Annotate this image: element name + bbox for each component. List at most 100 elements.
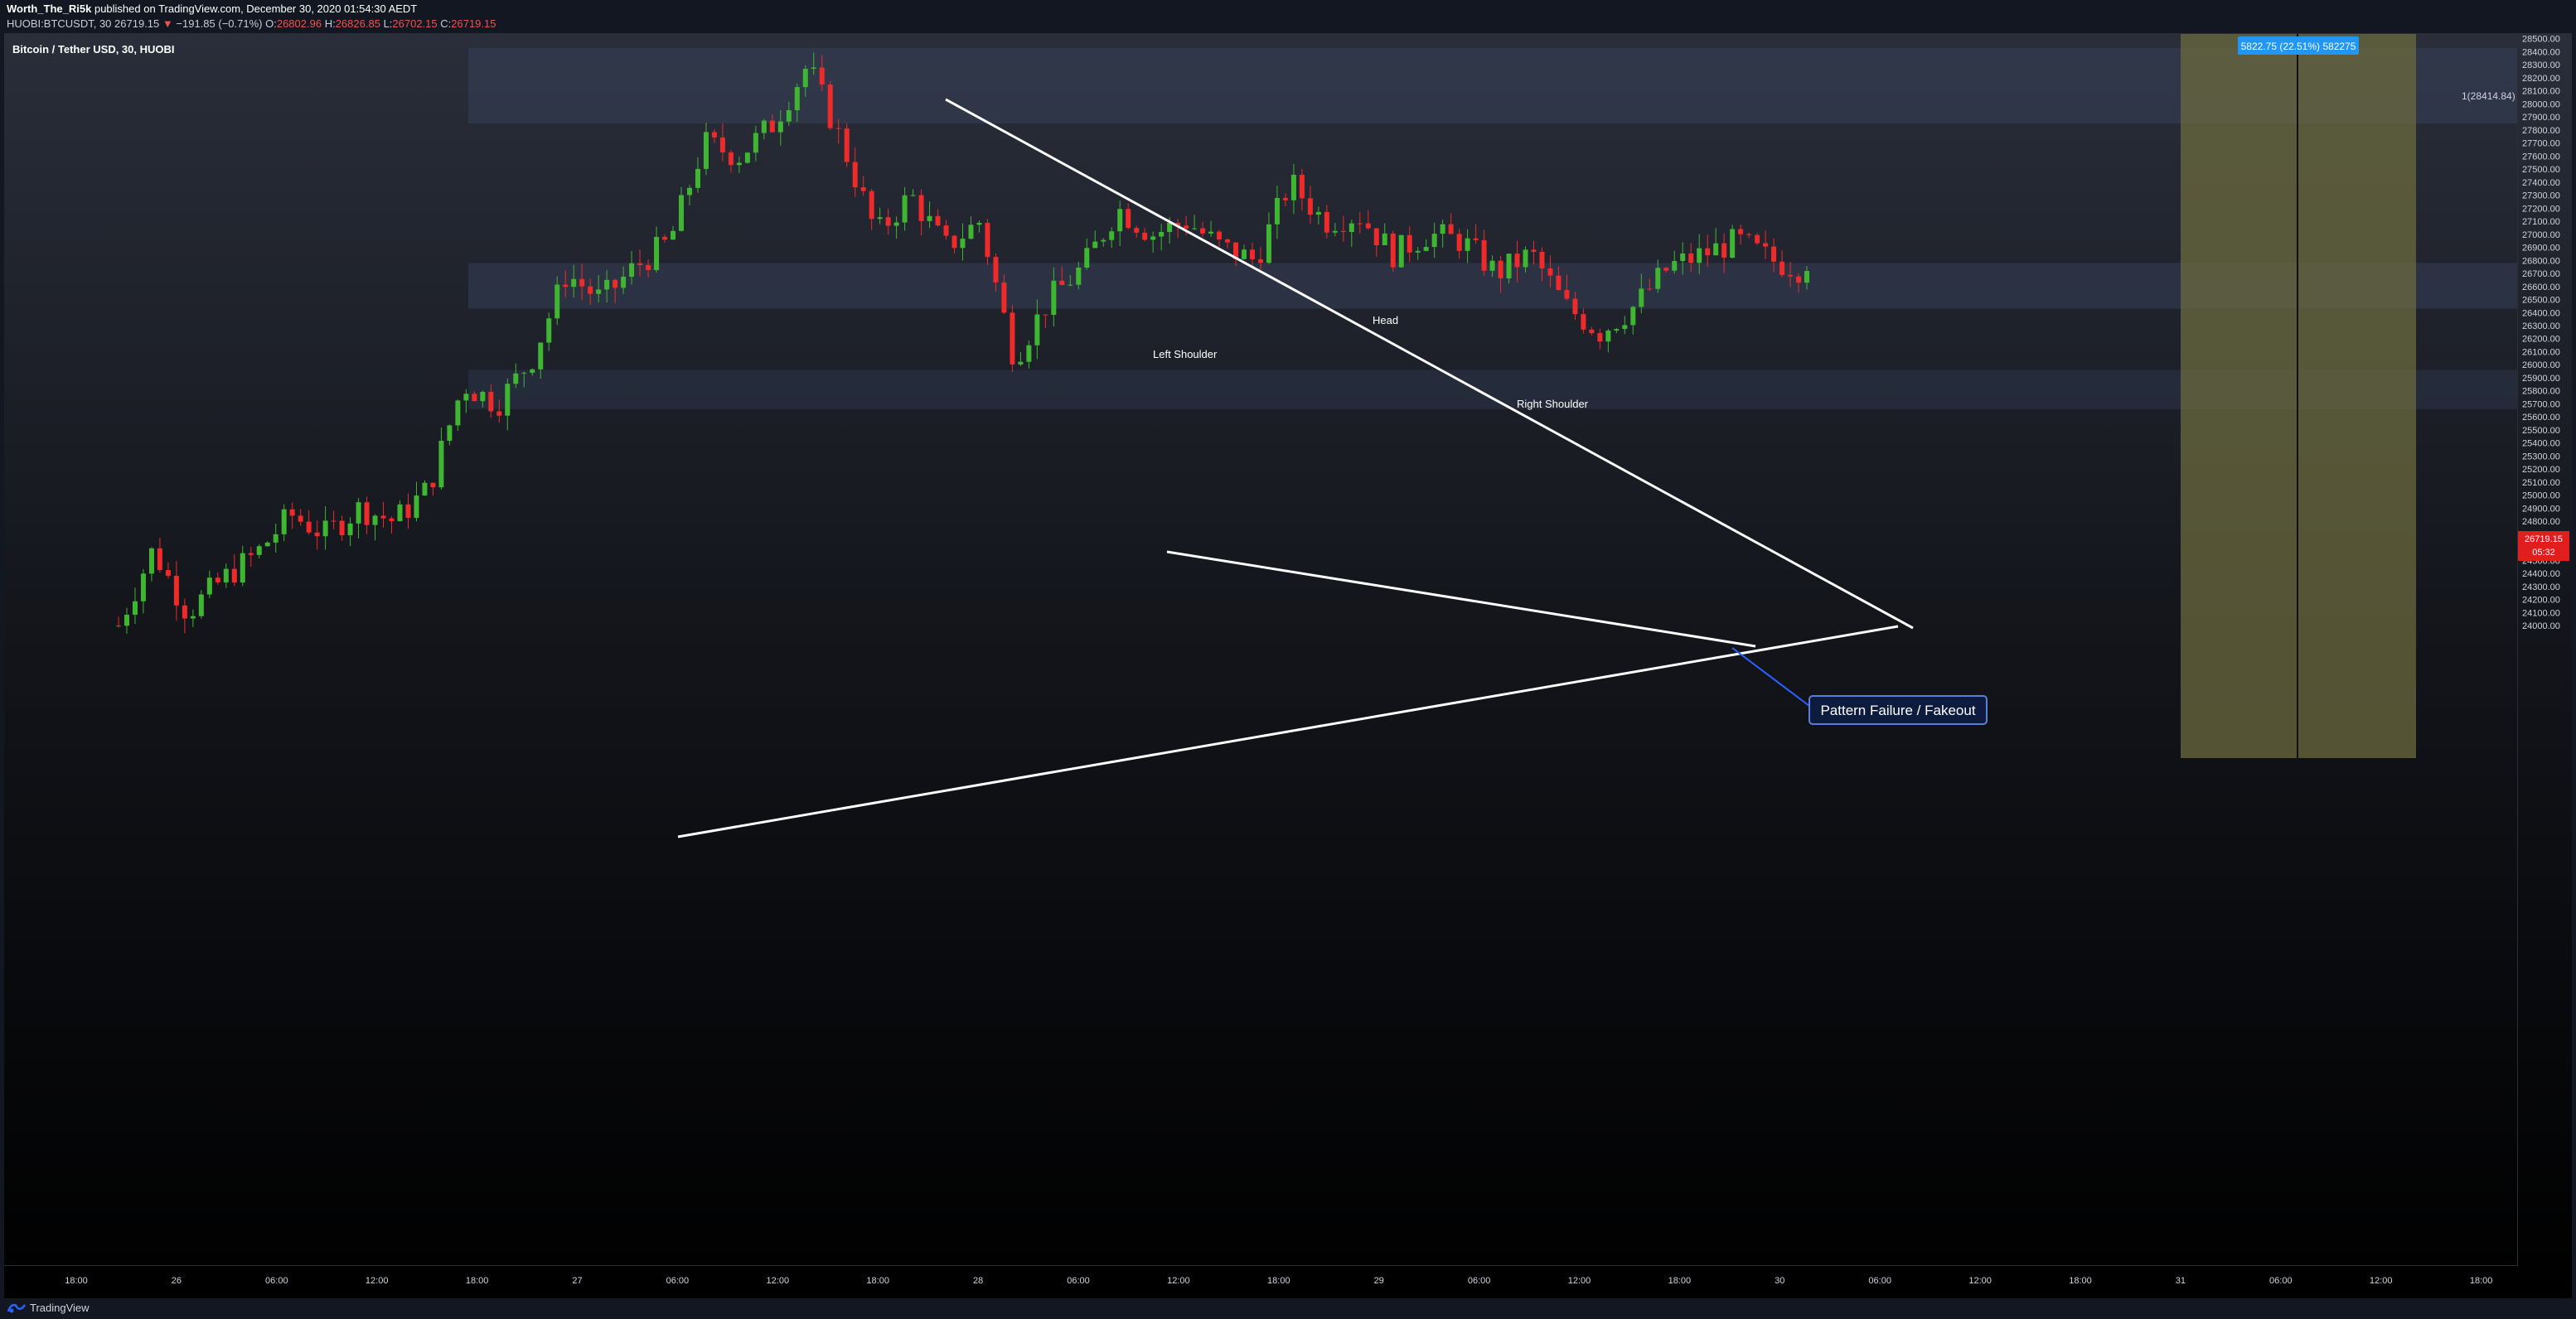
down-arrow-icon: ▼ bbox=[162, 17, 173, 30]
candle-body bbox=[173, 575, 179, 606]
time-tick-label: 06:00 bbox=[2269, 1276, 2293, 1286]
symbol-line: HUOBI:BTCUSDT, 30 26719.15 ▼ −191.85 (−0… bbox=[7, 17, 496, 30]
candle-body bbox=[1440, 224, 1445, 234]
candle-body bbox=[613, 279, 618, 288]
chart-top-border bbox=[4, 33, 2572, 34]
price-chart[interactable]: 5822.75 (22.51%) 582275 1(28414.84) Left… bbox=[4, 33, 2572, 1298]
time-tick-label: 12:00 bbox=[2370, 1276, 2393, 1286]
candle-body bbox=[769, 120, 775, 133]
price-tick-label: 28200.00 bbox=[2522, 74, 2560, 84]
price-tick-label: 28100.00 bbox=[2522, 87, 2560, 97]
candle-body bbox=[438, 440, 444, 488]
candle-body bbox=[563, 284, 569, 287]
time-tick-label: 12:00 bbox=[1968, 1276, 1992, 1286]
candle-body bbox=[480, 391, 486, 402]
candle-body bbox=[1547, 268, 1553, 276]
price-tick-label: 28000.00 bbox=[2522, 99, 2560, 109]
author-name[interactable]: Worth_The_Ri5k bbox=[7, 2, 92, 15]
candle-body bbox=[1266, 224, 1271, 263]
price-tick-label: 26300.00 bbox=[2522, 321, 2560, 331]
price-tick-label: 25300.00 bbox=[2522, 452, 2560, 461]
candle-body bbox=[960, 239, 966, 249]
candle-body bbox=[753, 133, 758, 153]
candles-layer bbox=[116, 52, 1809, 634]
candle-body bbox=[736, 162, 742, 166]
price-change: −191.85 (−0.71%) bbox=[176, 17, 263, 30]
price-tick-label: 26000.00 bbox=[2522, 360, 2560, 370]
candle-body bbox=[1581, 314, 1586, 330]
candle-body bbox=[679, 195, 684, 231]
candle-body bbox=[132, 601, 138, 615]
candle-body bbox=[968, 225, 974, 239]
neckline-trendline[interactable] bbox=[1166, 550, 1756, 648]
price-tick-label: 26500.00 bbox=[2522, 296, 2560, 306]
candle-body bbox=[786, 110, 792, 122]
chart-area[interactable]: 5822.75 (22.51%) 582275 1(28414.84) Left… bbox=[4, 33, 2572, 1298]
candle-body bbox=[744, 152, 750, 163]
candle-body bbox=[1431, 234, 1437, 248]
candle-body bbox=[819, 67, 825, 85]
price-tick-label: 24300.00 bbox=[2522, 582, 2560, 592]
candle-body bbox=[240, 553, 245, 583]
open-value: 26802.96 bbox=[276, 17, 322, 30]
time-axis[interactable]: 18:00 26 06:00 12:00 18:00 27 06:00 12:00 18:00 2… bbox=[65, 1276, 2492, 1286]
candle-body bbox=[298, 515, 303, 522]
time-tick-label: 06:00 bbox=[265, 1276, 288, 1286]
time-tick-label: 31 bbox=[2176, 1276, 2186, 1286]
candle-body bbox=[927, 215, 932, 221]
candle-body bbox=[1010, 312, 1015, 365]
candle-body bbox=[1242, 249, 1247, 259]
candle-body bbox=[1448, 224, 1454, 234]
candle-body bbox=[513, 373, 519, 384]
high-label: H: bbox=[324, 17, 336, 30]
measure-tool[interactable]: 5822.75 (22.51%) 582275 bbox=[2181, 33, 2416, 758]
low-label: L: bbox=[383, 17, 393, 30]
candle-body bbox=[554, 284, 560, 319]
close-value: 26719.15 bbox=[451, 17, 496, 30]
candle-body bbox=[1647, 288, 1653, 290]
left-shoulder-label: Left Shoulder bbox=[1153, 348, 1218, 360]
candle-body bbox=[1117, 209, 1123, 232]
candle-body bbox=[1539, 252, 1545, 269]
candle-body bbox=[1415, 250, 1421, 253]
candle-body bbox=[206, 577, 212, 595]
candle-body bbox=[902, 195, 908, 223]
candle-body bbox=[1076, 268, 1082, 285]
candle-body bbox=[356, 502, 361, 524]
last-price: 26719.15 bbox=[114, 17, 160, 30]
pattern-failure-callout[interactable] bbox=[1809, 695, 1988, 725]
candle-body bbox=[1249, 249, 1255, 259]
price-tick-label: 24200.00 bbox=[2522, 596, 2560, 606]
tradingview-brand[interactable]: TradingView bbox=[30, 1302, 90, 1314]
candle-body bbox=[157, 548, 162, 571]
candle-body bbox=[827, 85, 833, 128]
ascending-trendline[interactable] bbox=[677, 625, 1899, 838]
price-tick-label: 27400.00 bbox=[2522, 178, 2560, 188]
candle-body bbox=[1788, 274, 1794, 277]
candle-body bbox=[1307, 198, 1313, 215]
price-tick-label: 24900.00 bbox=[2522, 504, 2560, 514]
time-tick-label: 26 bbox=[172, 1276, 182, 1286]
candle-body bbox=[802, 69, 808, 88]
price-axis[interactable]: 28600.0028500.0028400.0028300.0028200.00… bbox=[2522, 33, 2560, 631]
candle-body bbox=[231, 568, 237, 583]
candle-body bbox=[1779, 261, 1785, 275]
candle-body bbox=[835, 128, 841, 129]
price-tick-label: 25600.00 bbox=[2522, 413, 2560, 423]
price-tick-label: 27500.00 bbox=[2522, 165, 2560, 175]
candle-body bbox=[1167, 222, 1173, 233]
candle-body bbox=[339, 520, 345, 536]
tradingview-logo-icon[interactable] bbox=[7, 1302, 27, 1315]
candle-body bbox=[637, 263, 643, 265]
price-tick-label: 25100.00 bbox=[2522, 478, 2560, 488]
time-axis-border bbox=[4, 1265, 2518, 1266]
candle-body bbox=[719, 137, 725, 152]
candle-body bbox=[1672, 260, 1678, 271]
chart-symbol-title[interactable]: Bitcoin / Tether USD, 30, HUOBI bbox=[12, 43, 175, 56]
candle-body bbox=[1382, 233, 1387, 245]
candle-body bbox=[571, 278, 577, 287]
price-tag-countdown: 05:32 bbox=[2532, 548, 2555, 558]
price-tick-label: 27100.00 bbox=[2522, 217, 2560, 227]
descending-trendline[interactable] bbox=[945, 98, 1914, 630]
candle-body bbox=[1746, 234, 1752, 235]
